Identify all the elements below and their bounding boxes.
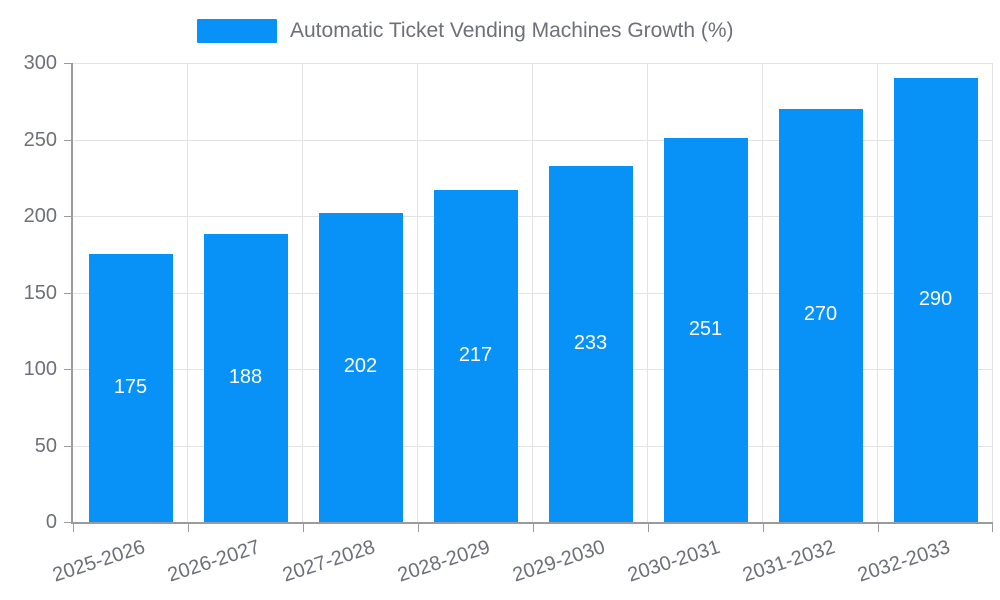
y-tick-label: 50 — [34, 434, 57, 457]
bar-value-label: 188 — [228, 366, 263, 389]
x-tick-mark — [648, 524, 649, 532]
bar: 188 — [203, 234, 288, 522]
bar-value-label: 270 — [803, 303, 838, 326]
bar: 175 — [88, 254, 173, 522]
y-tick-mark — [64, 445, 71, 447]
y-tick-label: 0 — [45, 511, 57, 533]
y-tick-label: 300 — [23, 52, 57, 74]
x-tick-mark — [533, 524, 534, 532]
x-tick-mark — [188, 524, 189, 532]
bar-value-label: 233 — [573, 331, 608, 354]
x-tick-mark — [418, 524, 419, 532]
bar: 202 — [318, 212, 403, 522]
bar: 217 — [433, 189, 518, 522]
x-gridline — [187, 63, 188, 522]
x-axis-line — [71, 522, 993, 524]
y-tick-label: 200 — [23, 205, 57, 227]
y-tick-mark — [64, 216, 71, 217]
x-category-label: 2032-2033 — [854, 536, 953, 587]
y-tick-mark — [64, 369, 71, 370]
bar-value-label: 175 — [113, 376, 148, 399]
y-tick-label: 250 — [23, 128, 57, 151]
x-category-label: 2030-2031 — [624, 536, 723, 587]
y-tick-mark — [64, 63, 71, 64]
x-tick-mark — [303, 524, 304, 532]
legend-label: Automatic Ticket Vending Machines Growth… — [290, 19, 734, 42]
bar: 233 — [548, 165, 633, 522]
bar-value-label: 290 — [918, 288, 953, 311]
y-gridline — [73, 292, 993, 294]
y-axis-line — [71, 63, 73, 524]
x-gridline — [302, 63, 303, 522]
x-gridline — [877, 63, 878, 522]
x-category-label: 2025-2026 — [49, 536, 148, 587]
x-gridline — [647, 63, 648, 522]
x-gridline — [417, 63, 418, 522]
y-gridline — [73, 369, 993, 370]
y-gridline — [73, 63, 993, 64]
y-tick-mark — [64, 522, 71, 523]
bar-value-label: 202 — [343, 355, 378, 378]
x-tick-mark — [992, 524, 993, 532]
legend-swatch — [197, 19, 277, 43]
x-gridline — [532, 63, 533, 522]
x-tick-mark — [73, 524, 74, 532]
bar: 251 — [663, 137, 748, 522]
y-tick-label: 150 — [23, 281, 57, 304]
x-tick-mark — [878, 524, 879, 532]
y-gridline — [73, 216, 993, 217]
x-category-label: 2027-2028 — [279, 536, 378, 587]
y-tick-mark — [64, 139, 71, 141]
y-gridline — [73, 139, 993, 141]
bar: 290 — [893, 78, 978, 522]
x-category-label: 2029-2030 — [509, 536, 608, 587]
y-gridline — [73, 445, 993, 447]
x-category-label: 2031-2032 — [739, 536, 838, 587]
x-category-label: 2026-2027 — [164, 536, 263, 587]
x-tick-mark — [763, 524, 764, 532]
x-gridline — [992, 63, 993, 522]
x-gridline — [762, 63, 763, 522]
x-category-label: 2028-2029 — [394, 536, 493, 587]
plot-area: 0 50 100 150 200 250 300 175 2025-2026 188 2026-20… — [24, 52, 993, 586]
legend-item[interactable]: Automatic Ticket Vending Machines Growth… — [197, 19, 734, 43]
y-tick-label: 100 — [23, 358, 57, 380]
y-tick-mark — [64, 292, 71, 294]
bar-value-label: 217 — [458, 343, 493, 366]
bar: 270 — [778, 108, 863, 522]
bar-value-label: 251 — [688, 317, 723, 340]
